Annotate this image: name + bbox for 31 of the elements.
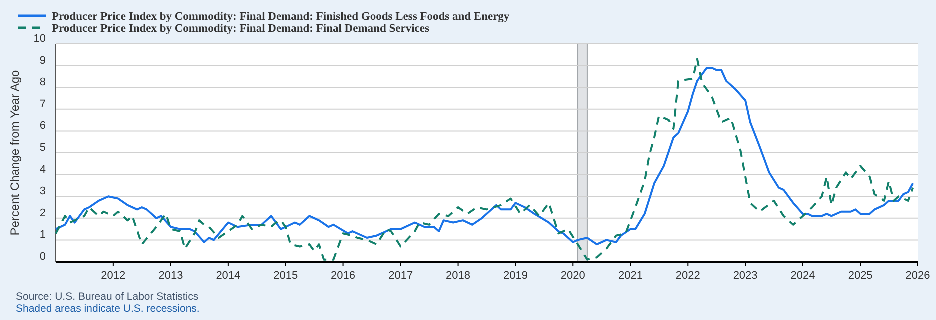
y-tick-label: 2 xyxy=(40,207,46,220)
x-tick-label: 2024 xyxy=(790,270,816,282)
y-tick-label: 9 xyxy=(40,54,46,67)
legend-label: Producer Price Index by Commodity: Final Demand: Finished Goods Less Foods and Energy xyxy=(52,11,510,23)
source-note: Source: U.S. Bureau of Labor Statistics xyxy=(16,291,199,303)
x-tick-label: 2015 xyxy=(274,270,298,282)
x-tick-label: 2014 xyxy=(216,270,241,282)
x-tick-label: 2021 xyxy=(618,270,643,282)
y-axis-title: Percent Change from Year Ago xyxy=(8,70,22,236)
x-tick-label: 2018 xyxy=(446,270,471,282)
x-tick-label: 2025 xyxy=(848,270,873,282)
y-tick-label: 5 xyxy=(40,142,46,154)
text: Shaded areas indicate U.S. recessions. xyxy=(16,303,200,315)
y-tick-label: 0 xyxy=(40,251,46,263)
x-tick-label: 2026 xyxy=(906,270,930,282)
y-tick-label: 1 xyxy=(40,229,46,242)
y-tick-label: 6 xyxy=(40,120,46,132)
x-tick-label: 2020 xyxy=(560,270,586,282)
x-tick-label: 2022 xyxy=(676,270,700,282)
x-tick-label: 2012 xyxy=(101,270,126,282)
y-tick-label: 10 xyxy=(34,33,46,45)
x-tick-label: 2023 xyxy=(733,270,758,282)
y-tick-label: 8 xyxy=(40,76,46,89)
y-tick-label: 4 xyxy=(40,164,46,176)
x-tick-label: 2013 xyxy=(158,270,184,282)
x-tick-label: 2016 xyxy=(331,270,356,282)
x-tick-label: 2019 xyxy=(503,270,528,282)
x-tick-label: 2017 xyxy=(388,270,414,282)
legend-label: Producer Price Index by Commodity: Final Demand: Final Demand Services xyxy=(52,23,430,35)
y-tick-label: 3 xyxy=(40,186,46,198)
y-tick-label: 7 xyxy=(40,98,46,110)
